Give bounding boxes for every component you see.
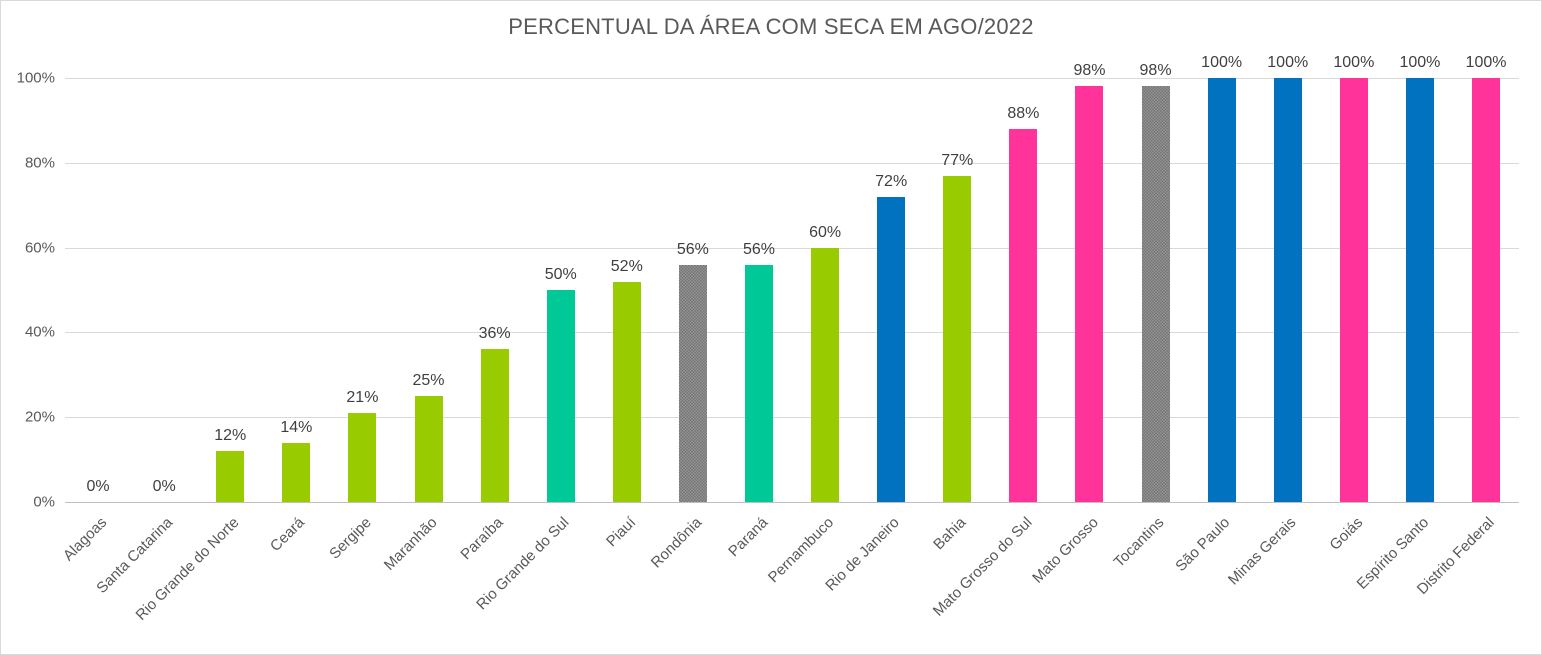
gridline [65,332,1519,334]
x-axis-label: Piauí [602,514,639,551]
bar-value-label: 72% [875,172,908,190]
x-axis-label: São Paulo [1172,514,1234,575]
x-axis-label: Maranhão [380,514,441,574]
gridline [65,162,1519,164]
bar-value-label: 88% [1007,104,1040,122]
y-tick-label: 20% [24,408,55,426]
bar-column: 77% Bahia [924,78,990,554]
bar [943,175,972,502]
x-axis-label: Tocantins [1110,514,1168,571]
bar-value-label: 100% [1465,54,1507,71]
x-axis-label: Pernambuco [764,514,838,587]
x-axis-label: Ceará [267,514,309,555]
bar-value-label: 0% [152,478,176,495]
bar [282,442,311,502]
bar [1141,86,1170,502]
x-axis-line [65,502,1519,503]
bar-value-label: 0% [86,478,110,495]
bar-column: 56% Paraná [725,78,792,561]
x-axis-label: Alagoas [59,514,111,565]
bar-column: 98% Mato Grosso [1029,62,1122,586]
bar [546,290,575,502]
bar [612,281,641,502]
x-axis-label: Rondônia [647,514,705,572]
x-axis-label: Sergipe [325,514,375,563]
bar [1472,78,1501,502]
bar-column: 21% Sergipe [326,78,395,563]
bar-value-label: 50% [544,266,577,283]
bar [1339,78,1368,502]
bar [1273,78,1302,502]
bar-column: 12% Rio Grande do Norte [132,78,263,624]
x-axis-label: Bahia [930,514,970,554]
bar-value-label: 60% [809,223,842,241]
x-axis-label: Paraíba [457,514,507,564]
bar-value-label: 77% [941,151,974,169]
bar [414,396,443,502]
bar [1075,86,1104,502]
gridline [65,78,1519,79]
gridline [65,247,1519,249]
bar-column: 50% Rio Grande do Sul [473,78,594,613]
bar-value-label: 100% [1333,54,1375,71]
bar-value-label: 36% [478,325,511,343]
bar-value-label: 12% [214,427,247,445]
bar-column: 0% Alagoas [60,78,131,564]
bars: 0% Alagoas 0% Santa Catarina 12% Rio Grande d… [60,54,1519,624]
bar-value-label: 98% [1073,62,1106,80]
bar [678,264,707,502]
bar-column: 88% Mato Grosso do Sul [930,78,1056,620]
bar-value-label: 14% [280,418,313,436]
plot-area: 0% Alagoas 0% Santa Catarina 12% Rio Grande d… [17,54,1519,624]
y-tick-label: 80% [24,154,55,172]
bar-column: 100% São Paulo [1173,54,1255,575]
bar-column: 98% Tocantins [1111,62,1189,570]
bar-column: 56% Rondônia [647,78,726,572]
bar-value-label: 56% [742,240,775,258]
y-tick-label: 60% [24,239,55,257]
bar-column: 25% Maranhão [381,78,461,574]
bar-column: 60% Pernambuco [765,78,858,587]
chart-title: PERCENTUAL DA ÁREA COM SECA EM AGO/2022 [508,14,1034,39]
bar [1405,78,1434,502]
y-tick-label: 0% [33,493,55,511]
y-tick-label: 100% [16,69,55,87]
bar [744,264,773,502]
bar-column: 100% Distrito Federal [1414,54,1519,598]
x-axis-label: Minas Gerais [1225,514,1300,589]
bar-column: 14% Ceará [263,78,329,555]
y-tick-label: 40% [24,323,55,341]
bar-value-label: 21% [346,388,379,406]
bar-value-label: 100% [1201,54,1243,71]
bar-value-label: 100% [1399,54,1441,71]
bar-column: 52% Piauí [594,78,660,551]
bar-column: 0% Santa Catarina [93,78,197,597]
x-axis-label: Paraná [724,514,772,561]
x-axis-label: Goiás [1326,514,1366,554]
bar [216,451,245,502]
bar-value-label: 98% [1139,62,1172,80]
bar-value-label: 56% [676,240,709,258]
bar-value-label: 25% [412,372,445,389]
bar-column: 100% Minas Gerais [1225,54,1321,589]
bar-column: 100% Goiás [1321,54,1387,554]
bar [1207,78,1236,502]
bar-value-label: 100% [1267,54,1309,71]
bar [877,196,906,502]
bar [348,412,377,502]
bar-column: 100% Espírito Santo [1353,54,1453,593]
bar [480,349,509,502]
x-axis-label: Mato Grosso [1028,514,1102,587]
bar [811,247,840,502]
bar-column: 36% Paraíba [457,78,528,563]
bar [1009,128,1038,502]
gridline [65,417,1519,419]
bar-column: 72% Rio de Janeiro [823,78,924,595]
bar-value-label: 52% [610,257,643,275]
